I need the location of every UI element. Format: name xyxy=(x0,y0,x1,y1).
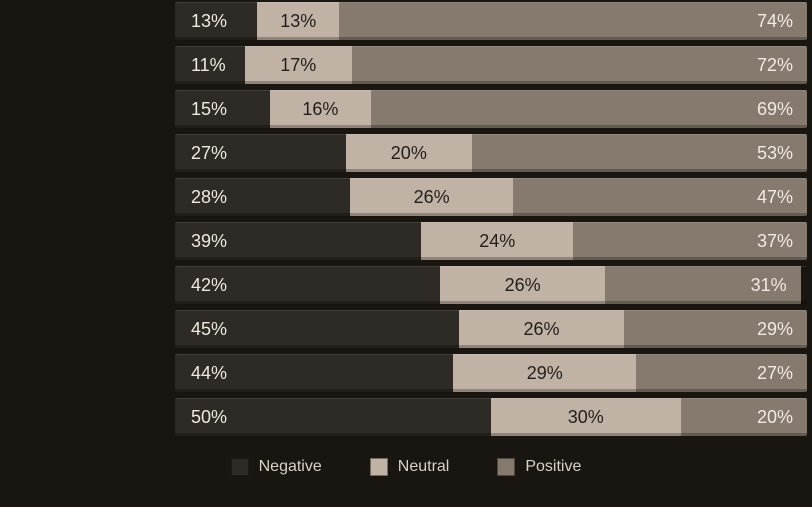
segment-value: 69% xyxy=(757,99,793,120)
bar-segment-neg: 13% xyxy=(175,2,257,40)
stacked-bar-chart: 13%13%74%11%17%72%15%16%69%27%20%53%28%2… xyxy=(175,0,807,436)
segment-value: 26% xyxy=(505,275,541,296)
segment-value: 28% xyxy=(191,187,227,208)
segment-value: 27% xyxy=(757,363,793,384)
legend-label: Neutral xyxy=(398,458,450,476)
bar-segment-pos: 29% xyxy=(624,310,807,348)
segment-value: 20% xyxy=(757,407,793,428)
segment-value: 39% xyxy=(191,231,227,252)
segment-value: 17% xyxy=(280,55,316,76)
bar-segment-neg: 15% xyxy=(175,90,270,128)
segment-value: 47% xyxy=(757,187,793,208)
legend-item-negative: Negative xyxy=(231,458,322,476)
bar-segment-neu: 13% xyxy=(257,2,339,40)
segment-value: 72% xyxy=(757,55,793,76)
bar-segment-neg: 27% xyxy=(175,134,346,172)
bar-segment-neu: 17% xyxy=(245,46,352,84)
legend-item-neutral: Neutral xyxy=(370,458,450,476)
stacked-bar: 45% 26% 29% xyxy=(175,310,807,348)
bar-segment-pos: 53% xyxy=(472,134,807,172)
bar-segment-neg: 42% xyxy=(175,266,440,304)
chart-row: 13% 13% 74% xyxy=(175,2,807,40)
segment-value: 16% xyxy=(302,99,338,120)
bar-segment-pos: 72% xyxy=(352,46,807,84)
bar-segment-pos: 31% xyxy=(605,266,801,304)
segment-value: 27% xyxy=(191,143,227,164)
chart-row: 44% 29% 27% xyxy=(175,354,807,392)
segment-value: 44% xyxy=(191,363,227,384)
chart-row: 28% 26% 47% xyxy=(175,178,807,216)
segment-value: 50% xyxy=(191,407,227,428)
segment-value: 45% xyxy=(191,319,227,340)
bar-segment-neg: 50% xyxy=(175,398,491,436)
stacked-bar: 27% 20% 53% xyxy=(175,134,807,172)
segment-value: 30% xyxy=(568,407,604,428)
legend-label: Positive xyxy=(525,458,581,476)
chart-row: 11% 17% 72% xyxy=(175,46,807,84)
bar-segment-neg: 11% xyxy=(175,46,245,84)
segment-value: 53% xyxy=(757,143,793,164)
segment-value: 37% xyxy=(757,231,793,252)
stacked-bar: 11% 17% 72% xyxy=(175,46,807,84)
stacked-bar: 39% 24% 37% xyxy=(175,222,807,260)
chart-row: 45% 26% 29% xyxy=(175,310,807,348)
bar-segment-pos: 74% xyxy=(339,2,807,40)
segment-value: 24% xyxy=(479,231,515,252)
chart-row: 27% 20% 53% xyxy=(175,134,807,172)
stacked-bar: 15% 16% 69% xyxy=(175,90,807,128)
bar-segment-neg: 28% xyxy=(175,178,350,216)
bar-segment-neu: 26% xyxy=(459,310,623,348)
bar-segment-neg: 39% xyxy=(175,222,421,260)
stacked-bar: 44% 29% 27% xyxy=(175,354,807,392)
legend-label: Negative xyxy=(259,458,322,476)
stacked-bar: 50% 30% 20% xyxy=(175,398,807,436)
chart-row: 39% 24% 37% xyxy=(175,222,807,260)
bar-segment-pos: 27% xyxy=(636,354,807,392)
bar-segment-neg: 44% xyxy=(175,354,453,392)
bar-segment-neu: 24% xyxy=(421,222,573,260)
segment-value: 13% xyxy=(280,11,316,32)
segment-value: 74% xyxy=(757,11,793,32)
segment-value: 26% xyxy=(524,319,560,340)
bar-segment-neu: 16% xyxy=(270,90,371,128)
segment-value: 15% xyxy=(191,99,227,120)
segment-value: 11% xyxy=(191,55,226,76)
chart-legend: Negative Neutral Positive xyxy=(0,458,812,476)
legend-swatch-neutral xyxy=(370,458,388,476)
bar-segment-neu: 26% xyxy=(440,266,604,304)
chart-row: 15% 16% 69% xyxy=(175,90,807,128)
segment-value: 31% xyxy=(751,275,787,296)
stacked-bar: 28% 26% 47% xyxy=(175,178,807,216)
legend-item-positive: Positive xyxy=(497,458,581,476)
segment-value: 26% xyxy=(414,187,450,208)
stacked-bar: 42% 26% 31% xyxy=(175,266,807,304)
bar-segment-neu: 20% xyxy=(346,134,472,172)
legend-swatch-negative xyxy=(231,458,249,476)
stacked-bar: 13% 13% 74% xyxy=(175,2,807,40)
bar-segment-pos: 37% xyxy=(573,222,807,260)
bar-segment-neu: 26% xyxy=(350,178,513,216)
bar-segment-pos: 69% xyxy=(371,90,807,128)
chart-row: 50% 30% 20% xyxy=(175,398,807,436)
bar-segment-neu: 30% xyxy=(491,398,681,436)
legend-swatch-positive xyxy=(497,458,515,476)
segment-value: 29% xyxy=(757,319,793,340)
bar-segment-pos: 20% xyxy=(681,398,807,436)
segment-value: 20% xyxy=(391,143,427,164)
segment-value: 13% xyxy=(191,11,227,32)
chart-row: 42% 26% 31% xyxy=(175,266,807,304)
bar-segment-neg: 45% xyxy=(175,310,459,348)
bar-segment-pos: 47% xyxy=(513,178,807,216)
segment-value: 29% xyxy=(527,363,563,384)
bar-segment-neu: 29% xyxy=(453,354,636,392)
segment-value: 42% xyxy=(191,275,227,296)
